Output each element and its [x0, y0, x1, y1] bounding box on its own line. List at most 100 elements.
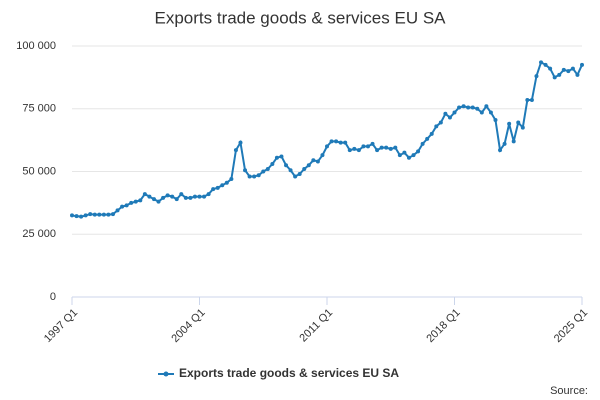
point	[552, 75, 557, 80]
point	[479, 110, 484, 115]
point	[434, 124, 439, 129]
point	[74, 214, 79, 219]
point	[261, 169, 266, 174]
point	[343, 140, 348, 145]
point	[452, 110, 457, 115]
point	[88, 212, 93, 217]
point	[70, 213, 74, 218]
point	[243, 168, 248, 173]
point	[188, 195, 193, 200]
point	[502, 141, 507, 146]
point	[147, 194, 152, 199]
y-tick-label: 75 000	[22, 103, 56, 115]
point	[202, 194, 207, 199]
point	[425, 136, 430, 141]
point	[92, 212, 97, 217]
point	[543, 62, 548, 67]
y-tick-label: 50 000	[22, 165, 56, 177]
point	[511, 139, 516, 144]
x-tick-label: 2004 Q1	[169, 307, 207, 345]
point	[406, 155, 411, 160]
point	[329, 139, 334, 144]
point	[534, 74, 539, 79]
point	[229, 177, 234, 182]
point	[101, 212, 106, 217]
point	[252, 174, 257, 179]
point	[270, 161, 275, 166]
point	[220, 183, 225, 188]
point	[475, 106, 480, 111]
point	[379, 145, 384, 150]
y-tick-label: 25 000	[22, 228, 56, 240]
point	[388, 146, 393, 151]
point	[297, 172, 302, 177]
point	[325, 144, 329, 149]
point	[293, 174, 298, 179]
point	[580, 62, 584, 67]
point	[397, 153, 402, 158]
point	[352, 146, 357, 151]
point	[520, 125, 525, 130]
x-tick-label: 1997 Q1	[42, 307, 80, 345]
point	[306, 163, 311, 168]
point	[461, 104, 466, 109]
point	[338, 140, 343, 145]
point	[411, 153, 416, 158]
point	[402, 150, 407, 155]
point	[256, 173, 261, 178]
chart-title: Exports trade goods & services EU SA	[154, 8, 446, 27]
point	[507, 121, 512, 126]
point	[83, 213, 88, 218]
x-tick-label: 2011 Q1	[297, 307, 335, 345]
point	[284, 163, 289, 168]
point	[211, 187, 216, 192]
point	[539, 60, 544, 65]
source: Source:	[550, 385, 588, 397]
point	[525, 97, 530, 102]
point	[466, 105, 471, 110]
point	[274, 155, 279, 160]
point	[443, 111, 448, 116]
point	[575, 72, 580, 77]
point	[206, 192, 211, 197]
point	[370, 141, 375, 146]
point	[311, 158, 316, 163]
point	[548, 66, 553, 71]
point	[110, 212, 115, 217]
legend-marker	[163, 371, 169, 377]
point	[106, 212, 111, 217]
point	[529, 97, 534, 102]
x-tick-label: 2025 Q1	[552, 307, 590, 345]
point	[334, 139, 339, 144]
point	[156, 199, 161, 204]
point	[233, 148, 238, 153]
point	[557, 72, 562, 77]
point	[183, 195, 188, 200]
point	[115, 208, 120, 213]
point	[288, 168, 293, 173]
point	[365, 144, 370, 149]
point	[457, 105, 462, 110]
point	[224, 180, 229, 185]
point	[516, 120, 521, 125]
point	[347, 148, 352, 153]
point	[151, 197, 156, 202]
point	[438, 120, 443, 125]
legend-label: Exports trade goods & services EU SA	[179, 366, 399, 380]
point	[484, 104, 489, 109]
point	[133, 199, 138, 204]
point	[356, 148, 361, 153]
point	[174, 197, 179, 202]
point	[488, 110, 493, 115]
point	[361, 144, 366, 149]
point	[420, 141, 425, 146]
point	[393, 145, 398, 150]
point	[302, 166, 307, 171]
point	[384, 145, 389, 150]
point	[493, 118, 498, 123]
point	[279, 154, 284, 159]
point	[375, 148, 380, 153]
point	[447, 115, 452, 120]
point	[315, 159, 320, 164]
